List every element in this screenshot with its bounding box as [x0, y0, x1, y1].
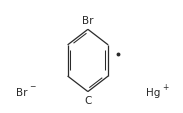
Text: +: + [162, 82, 169, 91]
Text: Br: Br [82, 16, 94, 26]
Text: C: C [84, 95, 92, 105]
Text: Hg: Hg [145, 87, 160, 97]
Text: Br: Br [16, 87, 27, 97]
Text: −: − [29, 82, 35, 91]
